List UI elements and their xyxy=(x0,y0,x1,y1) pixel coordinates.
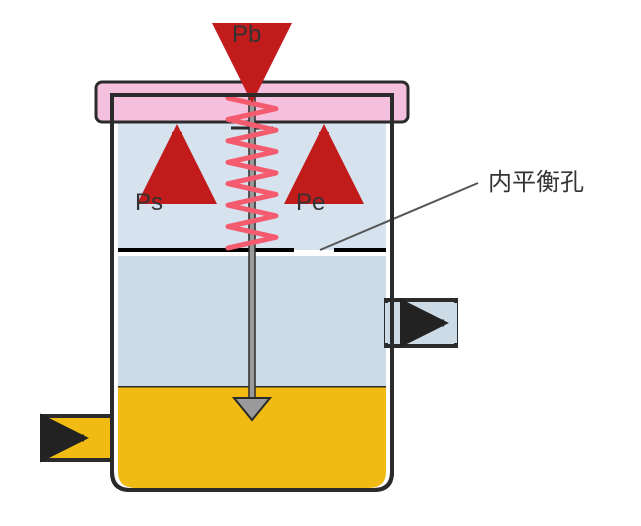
label-callout: 内平衡孔 xyxy=(488,169,584,196)
label-ps: Ps xyxy=(135,189,163,216)
label-pb: Pb xyxy=(232,21,261,48)
label-pe: Pe xyxy=(296,189,325,216)
